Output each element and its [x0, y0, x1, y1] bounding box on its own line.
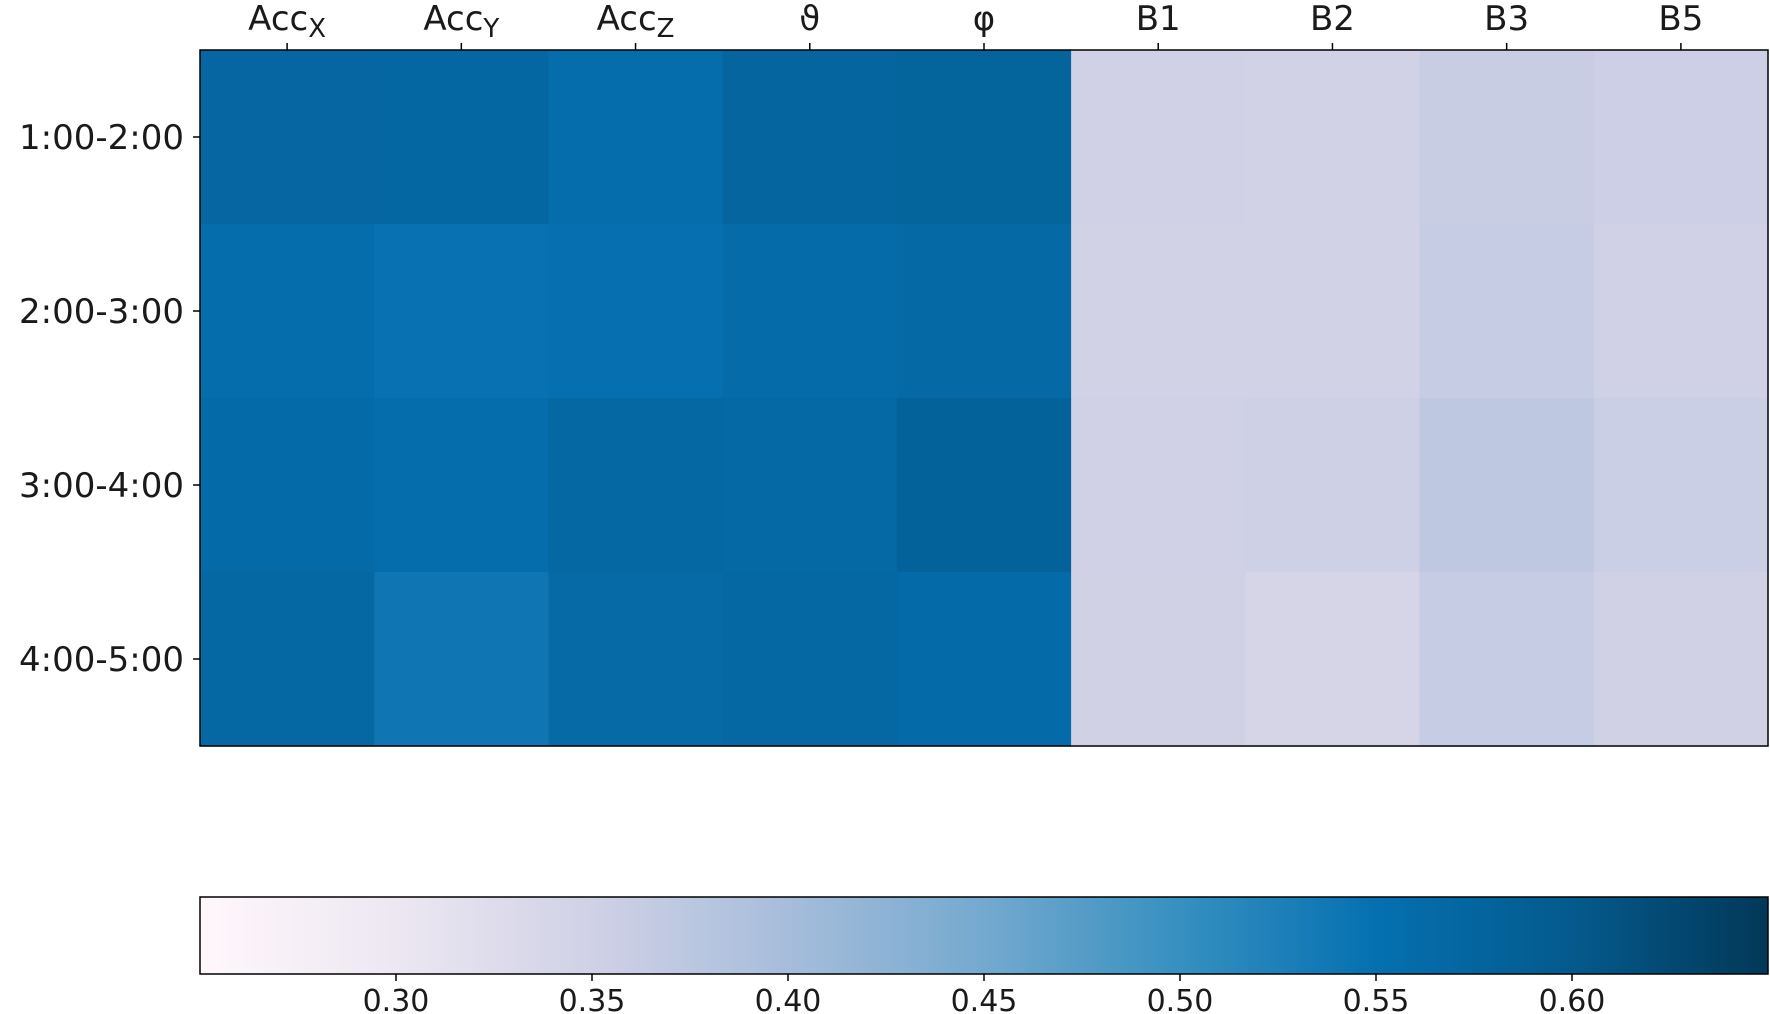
heatmap-cell: [1593, 224, 1769, 399]
heatmap-cell: [1419, 50, 1595, 225]
colorbar-tick-label: 0.40: [755, 984, 822, 1014]
heatmap-cell: [896, 50, 1072, 225]
colorbar-ticks: 0.30 0.35 0.40 0.45 0.50 0.55 0.60: [363, 974, 1606, 1014]
column-label: B2: [1310, 0, 1355, 39]
heatmap-cell: [1071, 398, 1246, 573]
heatmap-cell: [548, 572, 724, 747]
heatmap-cell: [722, 224, 898, 399]
column-label: AccX: [248, 0, 326, 44]
heatmap-cell: [722, 50, 898, 225]
row-label: 3:00-4:00: [19, 466, 184, 506]
heatmap-cell: [896, 224, 1072, 399]
heatmap-cell: [1419, 398, 1595, 573]
column-label-base: Acc: [248, 0, 308, 39]
heatmap-cell: [722, 572, 898, 747]
colorbar-tick-label: 0.30: [363, 984, 430, 1014]
column-label: AccY: [423, 0, 499, 44]
column-label: AccZ: [597, 0, 675, 44]
column-label-base: B5: [1658, 0, 1703, 39]
column-label-base: B3: [1484, 0, 1529, 39]
heatmap-cell: [1593, 50, 1769, 225]
row-labels: 1:00-2:00 2:00-3:00 3:00-4:00 4:00-5:00: [19, 118, 200, 680]
heatmap-cell: [1593, 398, 1769, 573]
heatmap-cell: [1593, 572, 1769, 747]
heatmap-cell: [1245, 572, 1421, 747]
column-label: ϑ: [799, 0, 820, 39]
heatmap-cell: [1071, 50, 1246, 225]
heatmap-cell: [200, 224, 375, 399]
colorbar-tick-label: 0.45: [951, 984, 1018, 1014]
colorbar-tick-label: 0.60: [1539, 984, 1606, 1014]
heatmap-cell: [1419, 224, 1595, 399]
heatmap-cell: [200, 50, 375, 225]
row-label: 4:00-5:00: [19, 640, 184, 680]
row-label: 2:00-3:00: [19, 292, 184, 332]
column-label: B3: [1484, 0, 1529, 39]
row-label: 1:00-2:00: [19, 118, 184, 158]
heatmap-cell: [200, 572, 375, 747]
colorbar-tick-label: 0.35: [559, 984, 626, 1014]
column-label-subscript: Y: [482, 14, 499, 44]
heatmap-cell: [548, 224, 724, 399]
column-label-base: B1: [1136, 0, 1181, 39]
column-label-base: B2: [1310, 0, 1355, 39]
heatmap-cell: [374, 50, 550, 225]
heatmap-cell: [374, 224, 550, 399]
colorbar: [199, 896, 1769, 975]
column-label: φ: [973, 0, 995, 39]
heatmap-cell: [896, 572, 1072, 747]
heatmap-cell: [1071, 224, 1246, 399]
heatmap-cells: [200, 50, 1769, 747]
column-label: B1: [1136, 0, 1181, 39]
column-label-subscript: Z: [657, 14, 675, 44]
heatmap-cell: [1245, 398, 1421, 573]
column-label-base: Acc: [597, 0, 657, 39]
heatmap-cell: [896, 398, 1072, 573]
heatmap-cell: [374, 572, 550, 747]
colorbar-tick-label: 0.55: [1343, 984, 1410, 1014]
heatmap-cell: [1419, 572, 1595, 747]
heatmap-cell: [722, 398, 898, 573]
column-labels: AccX AccY AccZ ϑ φ B1 B2 B3 B5: [248, 0, 1703, 50]
heatmap-cell: [548, 398, 724, 573]
column-label-base: ϑ: [799, 0, 820, 39]
colorbar-tick-label: 0.50: [1147, 984, 1214, 1014]
column-label: B5: [1658, 0, 1703, 39]
heatmap-cell: [1245, 224, 1421, 399]
heatmap-cell: [200, 398, 375, 573]
heatmap-cell: [1245, 50, 1421, 225]
column-label-base: Acc: [423, 0, 483, 39]
heatmap-cell: [1071, 572, 1246, 747]
heatmap-cell: [548, 50, 724, 225]
heatmap-cell: [374, 398, 550, 573]
column-label-base: φ: [973, 0, 995, 39]
column-label-subscript: X: [308, 14, 326, 44]
